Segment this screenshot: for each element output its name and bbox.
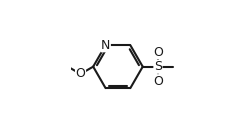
Text: O: O <box>153 75 163 88</box>
Text: O: O <box>76 67 86 81</box>
Text: S: S <box>154 60 162 73</box>
Text: O: O <box>153 46 163 59</box>
Text: N: N <box>101 39 110 52</box>
